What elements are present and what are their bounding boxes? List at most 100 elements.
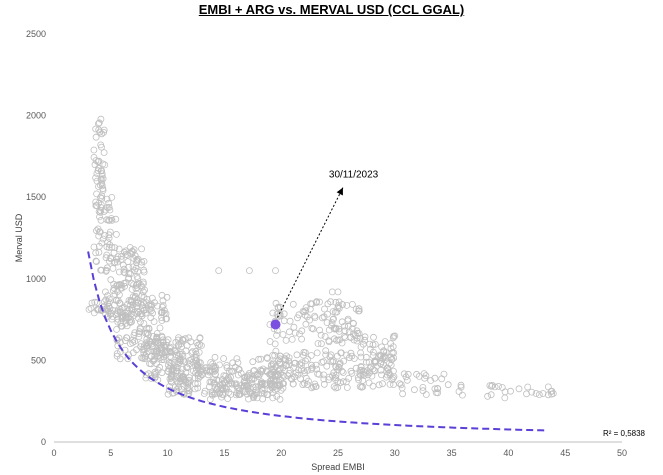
scatter-point [129,339,137,347]
scatter-point [334,288,342,296]
scatter-point [176,375,184,383]
scatter-point [276,365,284,373]
scatter-point [289,380,297,388]
scatter-point [168,366,176,374]
scatter-point [434,385,442,393]
scatter-point [107,215,115,222]
scatter-point [125,274,133,282]
scatter-point [379,380,386,388]
scatter-point [320,380,328,388]
scatter-point [213,386,221,393]
scatter-point [164,390,172,398]
x-tick-label: 5 [108,448,113,458]
scatter-point [194,365,202,373]
scatter-point [327,298,335,306]
scatter-point [302,304,310,312]
scatter-point [139,280,147,288]
scatter-point [168,370,176,378]
scatter-point [255,355,263,363]
scatter-point [143,325,151,333]
scatter-point [115,245,123,253]
scatter-point [95,248,103,256]
scatter-point [92,257,100,265]
x-tick-label: 10 [163,448,173,458]
scatter-point [97,167,105,175]
scatter-point [192,357,200,365]
scatter-point [328,288,336,296]
scatter-point [360,367,368,375]
scatter-point [390,373,398,381]
scatter-point [154,366,162,374]
scatter-point [210,362,218,370]
scatter-point [381,338,389,345]
scatter-point [106,228,114,236]
scatter-point [268,365,276,373]
scatter-point [275,378,283,386]
scatter-point [109,313,116,320]
scatter-point [93,190,100,198]
scatter-point [273,331,281,339]
scatter-point [280,310,288,318]
scatter-point [110,259,118,267]
scatter-point [274,303,282,311]
scatter-point [250,366,258,374]
scatter-point [322,351,330,359]
scatter-point [147,352,155,360]
scatter-point [313,365,321,373]
scatter-point [539,390,547,397]
scatter-point [254,373,262,381]
scatter-point [145,325,153,333]
scatter-point [134,275,142,283]
scatter-point [340,357,348,365]
scatter-point [178,385,185,393]
scatter-point [113,230,120,238]
scatter-point [126,318,133,326]
scatter-point [88,299,96,307]
scatter-point [124,258,132,266]
scatter-point [116,306,124,313]
scatter-point [484,392,492,400]
scatter-point [159,297,167,305]
scatter-point [388,356,395,364]
scatter-point [365,358,373,366]
scatter-point [284,372,292,380]
scatter-point [313,349,321,357]
scatter-point [352,305,360,313]
scatter-point [332,325,340,333]
scatter-point [281,355,289,362]
scatter-point [102,254,110,262]
scatter-point [501,394,509,402]
scatter-point [544,391,552,399]
scatter-point [95,232,103,240]
scatter-point [196,368,204,376]
scatter-point [339,378,347,386]
scatter-point [152,348,160,356]
scatter-point [314,340,322,347]
scatter-point [549,390,557,397]
scatter-point [135,330,143,337]
scatter-point [115,334,123,342]
scatter-point [211,390,219,397]
scatter-point [369,341,377,349]
scatter-point [184,383,192,391]
annotation-date-label: 30/11/2023 [329,170,379,181]
scatter-point [355,376,363,384]
x-tick-label: 45 [560,448,570,458]
x-ticks: 0 5 10 15 20 25 30 35 40 45 50 [51,448,627,458]
scatter-point [259,395,267,403]
scatter-point [317,340,325,348]
scatter-point [486,382,494,390]
scatter-point [250,367,257,375]
scatter-point [420,370,428,378]
scatter-point [102,206,109,214]
scatter-point [103,195,111,203]
scatter-point [146,360,154,368]
scatter-point [375,381,383,389]
scatter-point [102,288,109,296]
scatter-point [419,387,427,395]
scatter-point [548,387,556,395]
scatter-point [101,298,108,306]
scatter-point [166,347,174,355]
scatter-point [302,307,310,315]
